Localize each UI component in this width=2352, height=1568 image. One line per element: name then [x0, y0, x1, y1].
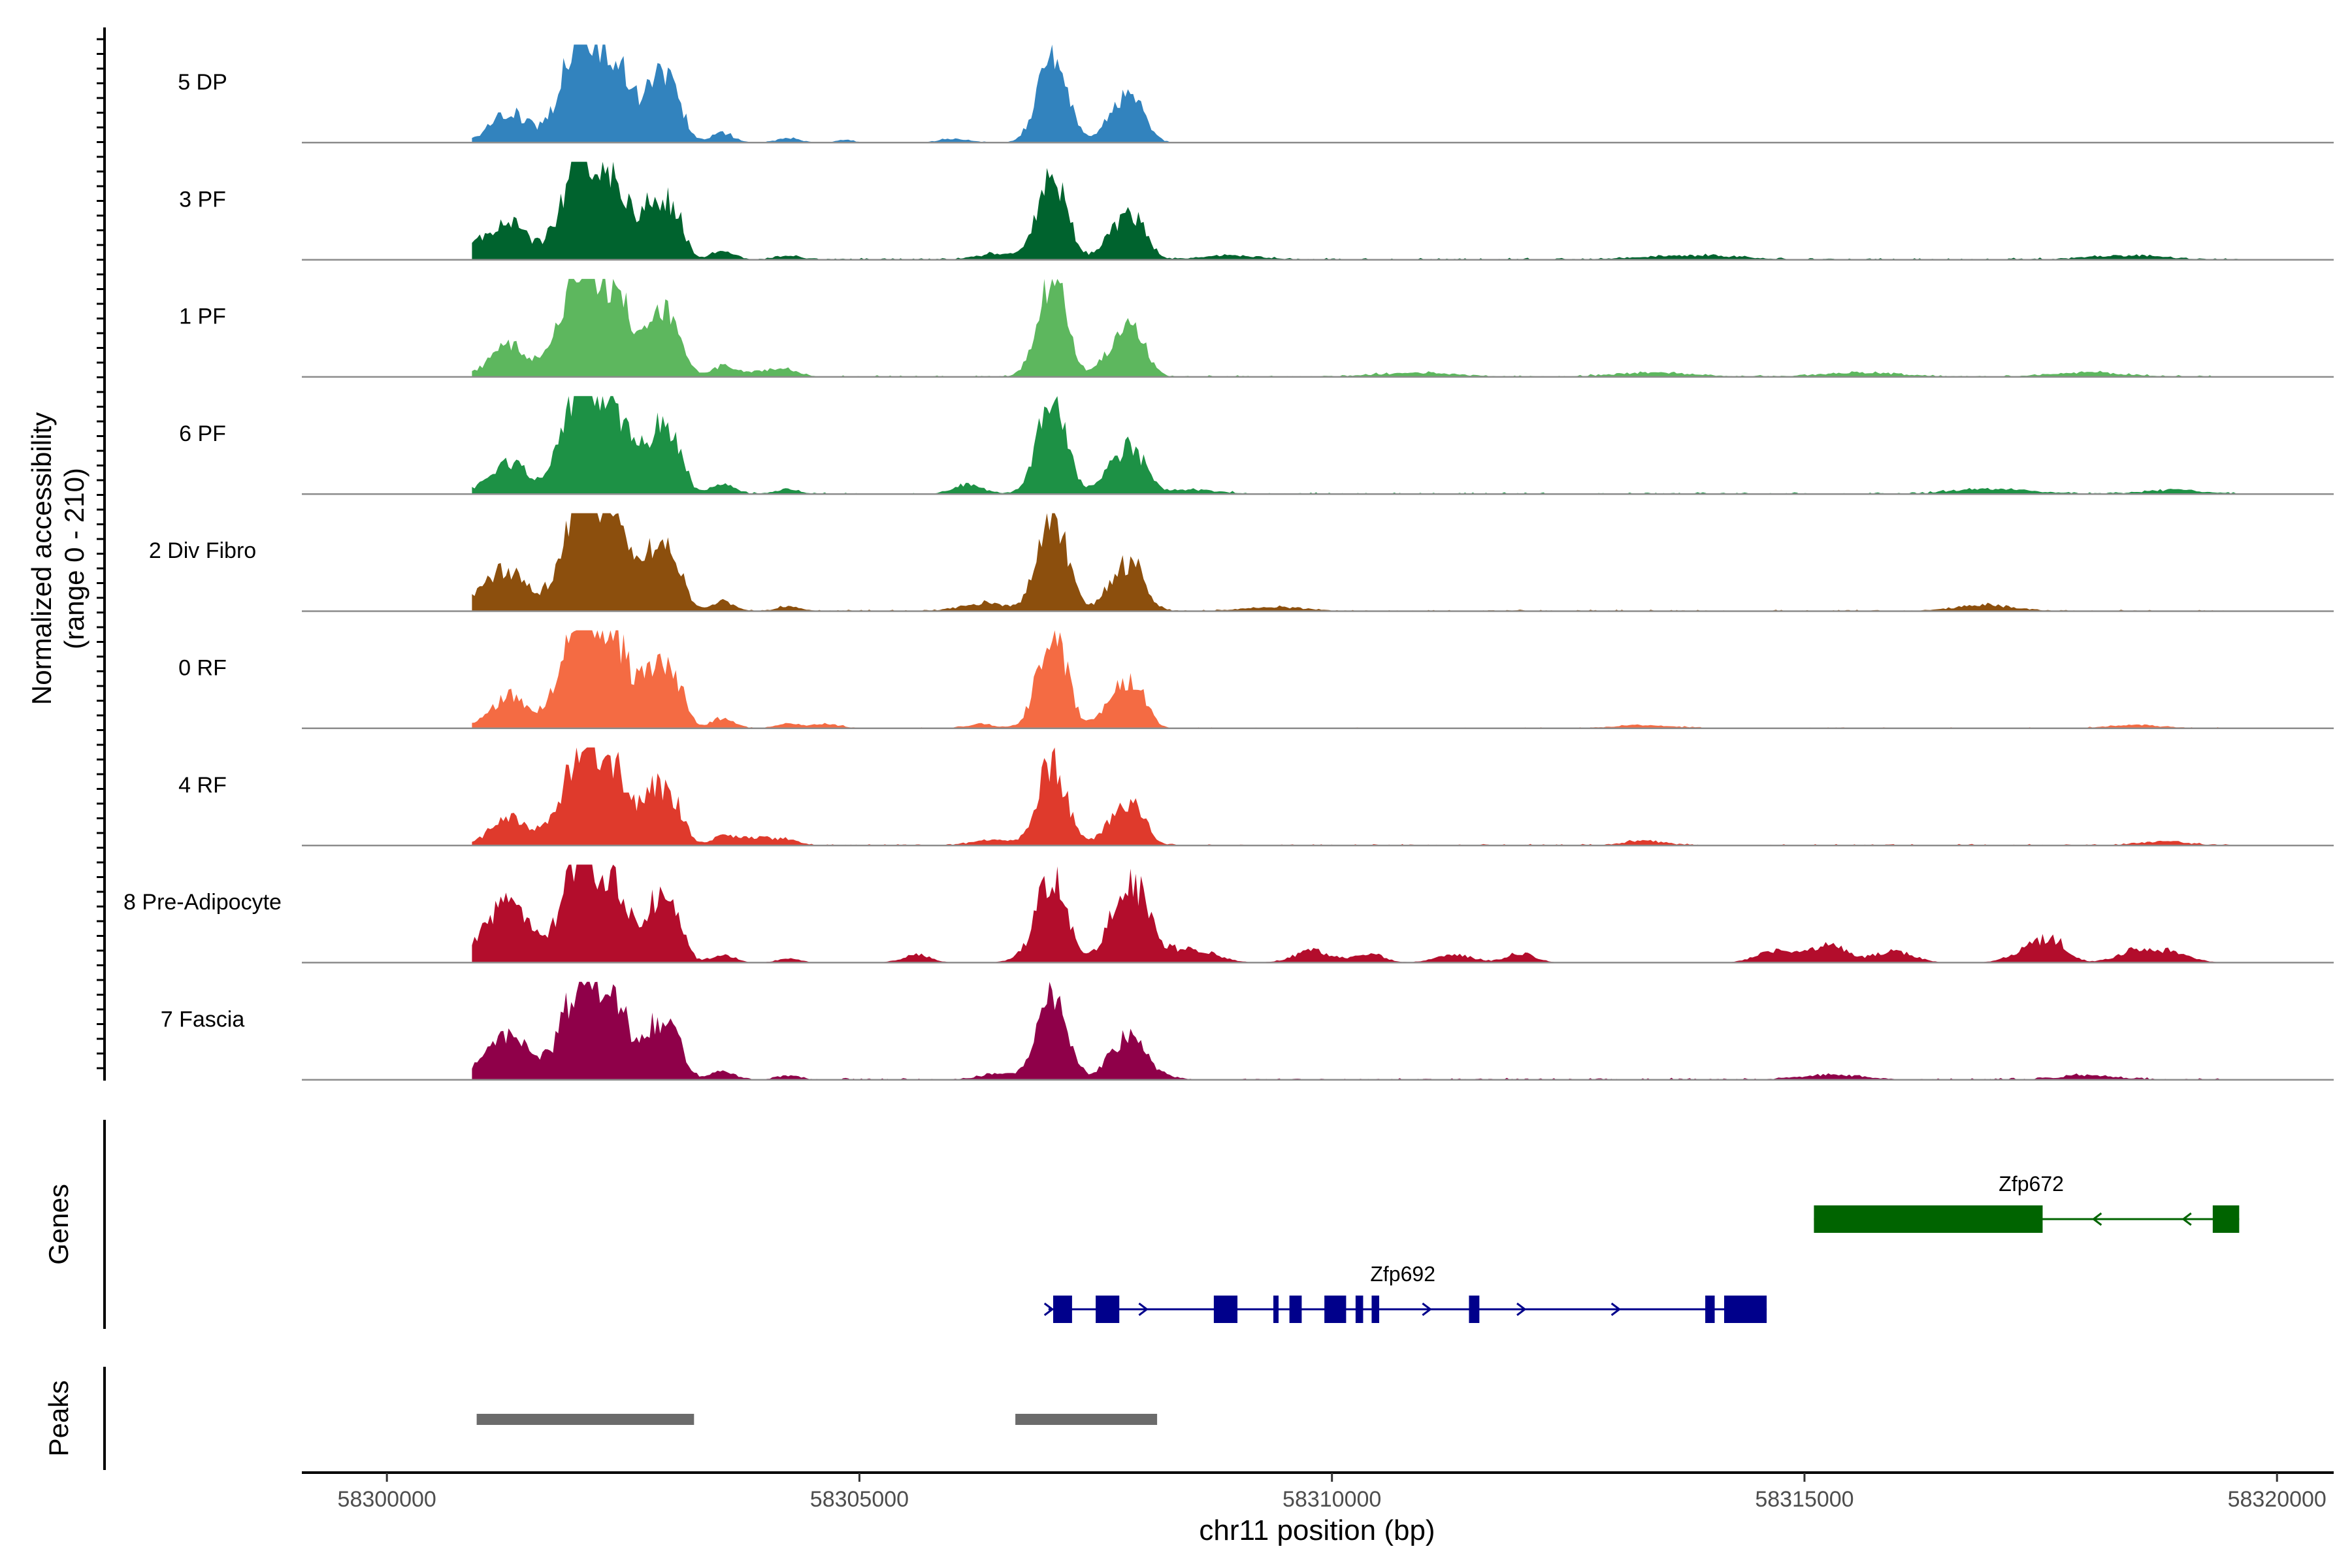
gene-exon	[1096, 1296, 1120, 1323]
coverage-y-ticks	[97, 38, 105, 1070]
gene-exon	[1213, 1296, 1238, 1323]
gene-exon	[1053, 1296, 1072, 1323]
x-tick-label: 58305000	[810, 1487, 909, 1512]
track-label: 4 RF	[178, 773, 227, 798]
gene-model: Zfp692	[1043, 1262, 1767, 1323]
gene-strand-arrow	[2091, 1212, 2102, 1226]
gene-exon	[1814, 1205, 2043, 1233]
gene-exon	[1705, 1296, 1715, 1323]
coverage-area	[472, 747, 2240, 846]
x-axis-title: chr11 position (bp)	[1199, 1514, 1435, 1546]
y-axis-title-line2: (range 0 - 210)	[59, 468, 90, 649]
coverage-track: 3 PF	[179, 161, 2334, 261]
coverage-track: 4 RF	[178, 747, 2334, 847]
track-label: 5 DP	[178, 70, 227, 95]
coverage-area	[472, 44, 1171, 143]
coverage-track: 5 DP	[178, 44, 2334, 144]
gene-strand-arrow	[1138, 1302, 1149, 1316]
gene-exon	[1324, 1296, 1347, 1323]
gene-exon	[1469, 1296, 1480, 1323]
gene-exon	[1273, 1296, 1279, 1323]
coverage-area	[472, 630, 2240, 728]
track-label: 1 PF	[179, 304, 226, 329]
x-tick-label: 58310000	[1282, 1487, 1381, 1512]
coverage-track: 0 RF	[178, 630, 2334, 730]
gene-label: Zfp672	[1999, 1172, 2064, 1196]
coverage-track: 2 Div Fibro	[149, 513, 2334, 612]
track-label: 6 PF	[179, 421, 226, 446]
coverage-area	[472, 864, 2240, 963]
coverage-track: 1 PF	[179, 278, 2334, 378]
peak-region	[1015, 1414, 1158, 1425]
coverage-area	[472, 513, 2230, 612]
track-label: 3 PF	[179, 187, 226, 212]
gene-strand-arrow	[1422, 1302, 1432, 1316]
coverage-track: 6 PF	[179, 396, 2334, 495]
x-axis-ticks: 58300000 58305000 58310000 58315000 58320000	[338, 1473, 2327, 1512]
coverage-track: 7 Fascia	[161, 981, 2334, 1081]
peak-annotations	[476, 1414, 1158, 1425]
gene-exon	[1355, 1296, 1364, 1323]
gene-exon	[1289, 1296, 1302, 1323]
gene-exon	[1724, 1296, 1767, 1323]
track-label: 8 Pre-Adipocyte	[123, 890, 282, 915]
peak-region	[476, 1414, 694, 1425]
y-axis-title-line1: Normalized accessibility	[26, 412, 57, 705]
coverage-area	[472, 278, 2230, 377]
genes-axis-title: Genes	[43, 1184, 74, 1265]
track-label: 2 Div Fibro	[149, 538, 256, 563]
gene-strand-arrow	[1043, 1302, 1054, 1316]
gene-model: Zfp672	[1814, 1172, 2240, 1233]
gene-exon	[2212, 1205, 2240, 1233]
gene-label: Zfp692	[1370, 1262, 1435, 1286]
gene-strand-arrow	[1610, 1302, 1622, 1316]
track-label: 0 RF	[178, 656, 227, 681]
coverage-area	[472, 161, 2240, 260]
gene-annotations: Zfp672 Zfp692	[1043, 1172, 2240, 1323]
gene-strand-arrow	[1516, 1302, 1527, 1316]
coverage-area	[472, 981, 2230, 1080]
coverage-area	[472, 396, 2240, 495]
peaks-axis-title: Peaks	[43, 1380, 74, 1457]
x-tick-label: 58315000	[1755, 1487, 1854, 1512]
track-label: 7 Fascia	[161, 1007, 245, 1032]
gene-exon	[1371, 1296, 1380, 1323]
x-tick-label: 58300000	[338, 1487, 436, 1512]
coverage-tracks: 5 DP 3 PF 1 PF 6 PF 2 Div Fibro 0 RF 4 RF 8 Pre…	[123, 44, 2334, 1081]
gene-strand-arrow	[2181, 1212, 2192, 1226]
coverage-track: 8 Pre-Adipocyte	[123, 864, 2334, 964]
x-tick-label: 58320000	[2228, 1487, 2327, 1512]
